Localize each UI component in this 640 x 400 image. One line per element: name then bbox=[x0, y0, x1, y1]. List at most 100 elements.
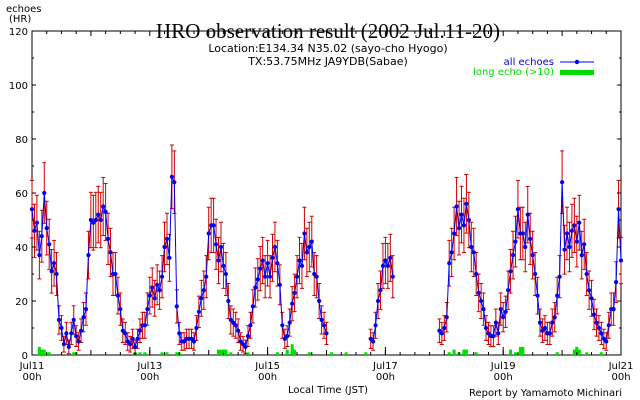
long-echo-bar bbox=[474, 352, 478, 355]
all-echoes-point bbox=[496, 331, 501, 336]
all-echoes-point bbox=[574, 239, 579, 244]
all-echoes-point bbox=[250, 304, 255, 309]
all-echoes-point bbox=[307, 244, 312, 250]
all-echoes-point bbox=[611, 307, 616, 312]
all-echoes-point bbox=[486, 331, 491, 336]
all-echoes-point bbox=[613, 280, 619, 285]
all-echoes-point bbox=[39, 234, 44, 239]
all-echoes-point bbox=[172, 180, 177, 185]
all-echoes-point bbox=[537, 320, 543, 325]
all-echoes-point bbox=[196, 309, 201, 314]
all-echoes-point bbox=[194, 325, 199, 331]
long-echo-bar bbox=[224, 349, 228, 355]
all-echoes-point bbox=[292, 290, 297, 295]
all-echoes-point bbox=[275, 261, 280, 266]
all-echoes-point bbox=[32, 228, 37, 233]
all-echoes-point bbox=[385, 263, 390, 268]
all-echoes-point bbox=[255, 277, 260, 282]
all-echoes-point bbox=[508, 269, 513, 274]
all-echoes-point bbox=[74, 334, 79, 339]
all-echoes-point bbox=[618, 258, 624, 263]
all-echoes-point bbox=[599, 331, 604, 336]
long-echo-bar bbox=[138, 352, 142, 355]
all-echoes-point bbox=[552, 315, 557, 320]
all-echoes-point bbox=[83, 307, 89, 312]
all-echoes-point bbox=[550, 320, 555, 325]
all-echoes-point bbox=[218, 244, 224, 250]
all-echoes-point bbox=[584, 271, 589, 277]
long-echo-bar bbox=[513, 352, 517, 355]
all-echoes-point bbox=[123, 331, 128, 336]
all-echoes-point bbox=[506, 288, 511, 293]
chart-subtitle-tx: TX:53.75MHz JA9YDB(Sabae) bbox=[247, 55, 408, 68]
all-echoes-point bbox=[388, 255, 393, 260]
long-echo-bar bbox=[464, 349, 468, 355]
y-axis-label-line1: echoes bbox=[6, 4, 41, 15]
long-echo-bar bbox=[307, 352, 311, 355]
all-echoes-point bbox=[66, 344, 71, 349]
all-echoes-point bbox=[135, 336, 140, 341]
all-echoes-point bbox=[282, 336, 287, 341]
axis-ticks: 020406080100120Jul1100hJul1300hJul1500hJ… bbox=[9, 27, 633, 383]
all-echoes-point bbox=[290, 301, 295, 306]
all-echoes-point bbox=[299, 263, 305, 268]
all-echoes-point bbox=[444, 315, 449, 320]
all-echoes-point bbox=[91, 220, 96, 225]
chart-subtitle-location: Location:E134.34 N35.02 (sayo-cho Hyogo) bbox=[208, 42, 447, 55]
all-echoes-point bbox=[101, 204, 106, 209]
all-echoes-point bbox=[64, 331, 69, 336]
x-tick-label: Jul17 bbox=[372, 361, 398, 372]
all-echoes-point bbox=[454, 204, 459, 209]
all-echoes-point bbox=[108, 250, 113, 255]
x-tick-label: Jul13 bbox=[136, 361, 162, 372]
all-echoes-point bbox=[513, 239, 518, 244]
legend-swatch-long-echo bbox=[560, 70, 594, 75]
all-echoes-point bbox=[469, 244, 474, 250]
all-echoes-point bbox=[375, 298, 381, 304]
long-echo-bar bbox=[555, 352, 559, 355]
all-echoes-point bbox=[132, 344, 138, 349]
x-tick-label-hour: 00h bbox=[611, 372, 630, 383]
y-tick-label: 60 bbox=[15, 189, 28, 200]
long-echo-bar bbox=[160, 352, 164, 355]
all-echoes-point bbox=[309, 239, 314, 244]
all-echoes-point bbox=[226, 298, 231, 304]
all-echoes-point bbox=[263, 274, 268, 279]
all-echoes-point bbox=[253, 285, 258, 290]
legend: all echoes long echo (>10) bbox=[473, 57, 594, 78]
all-echoes-point bbox=[177, 331, 182, 336]
all-echoes-point bbox=[530, 253, 535, 258]
all-echoes-point bbox=[591, 312, 597, 317]
all-echoes-point bbox=[285, 334, 290, 339]
all-echoes-point bbox=[272, 244, 278, 250]
long-echo-bar bbox=[40, 349, 44, 355]
all-echoes-point bbox=[78, 328, 84, 333]
all-echoes-point bbox=[59, 325, 64, 331]
y-tick-label: 40 bbox=[15, 243, 28, 254]
all-echoes-point bbox=[169, 174, 174, 179]
all-echoes-point bbox=[439, 331, 444, 336]
all-echoes-point bbox=[258, 266, 263, 271]
all-echoes-point bbox=[560, 180, 565, 185]
long-echo-bar bbox=[329, 352, 333, 355]
all-echoes-point bbox=[368, 336, 373, 341]
all-echoes-point bbox=[302, 231, 307, 236]
all-echoes-point bbox=[81, 315, 86, 320]
all-echoes-point bbox=[29, 207, 35, 212]
all-echoes-point bbox=[211, 223, 216, 228]
all-echoes-point bbox=[373, 323, 378, 328]
long-echo-bar bbox=[285, 349, 289, 355]
all-echoes-point bbox=[390, 274, 395, 279]
all-echoes-point bbox=[437, 328, 442, 333]
x-tick-label-hour: 00h bbox=[258, 372, 277, 383]
long-echo-bar bbox=[72, 352, 76, 355]
all-echoes-point bbox=[61, 342, 67, 347]
y-tick-label: 120 bbox=[9, 27, 28, 38]
all-echoes-point bbox=[481, 307, 486, 312]
all-echoes-point bbox=[321, 323, 327, 328]
all-echoes-point bbox=[147, 293, 152, 298]
x-tick-label: Jul19 bbox=[490, 361, 516, 372]
x-tick-label-hour: 00h bbox=[22, 372, 41, 383]
all-echoes-point bbox=[510, 253, 516, 258]
all-echoes-point bbox=[118, 307, 123, 312]
